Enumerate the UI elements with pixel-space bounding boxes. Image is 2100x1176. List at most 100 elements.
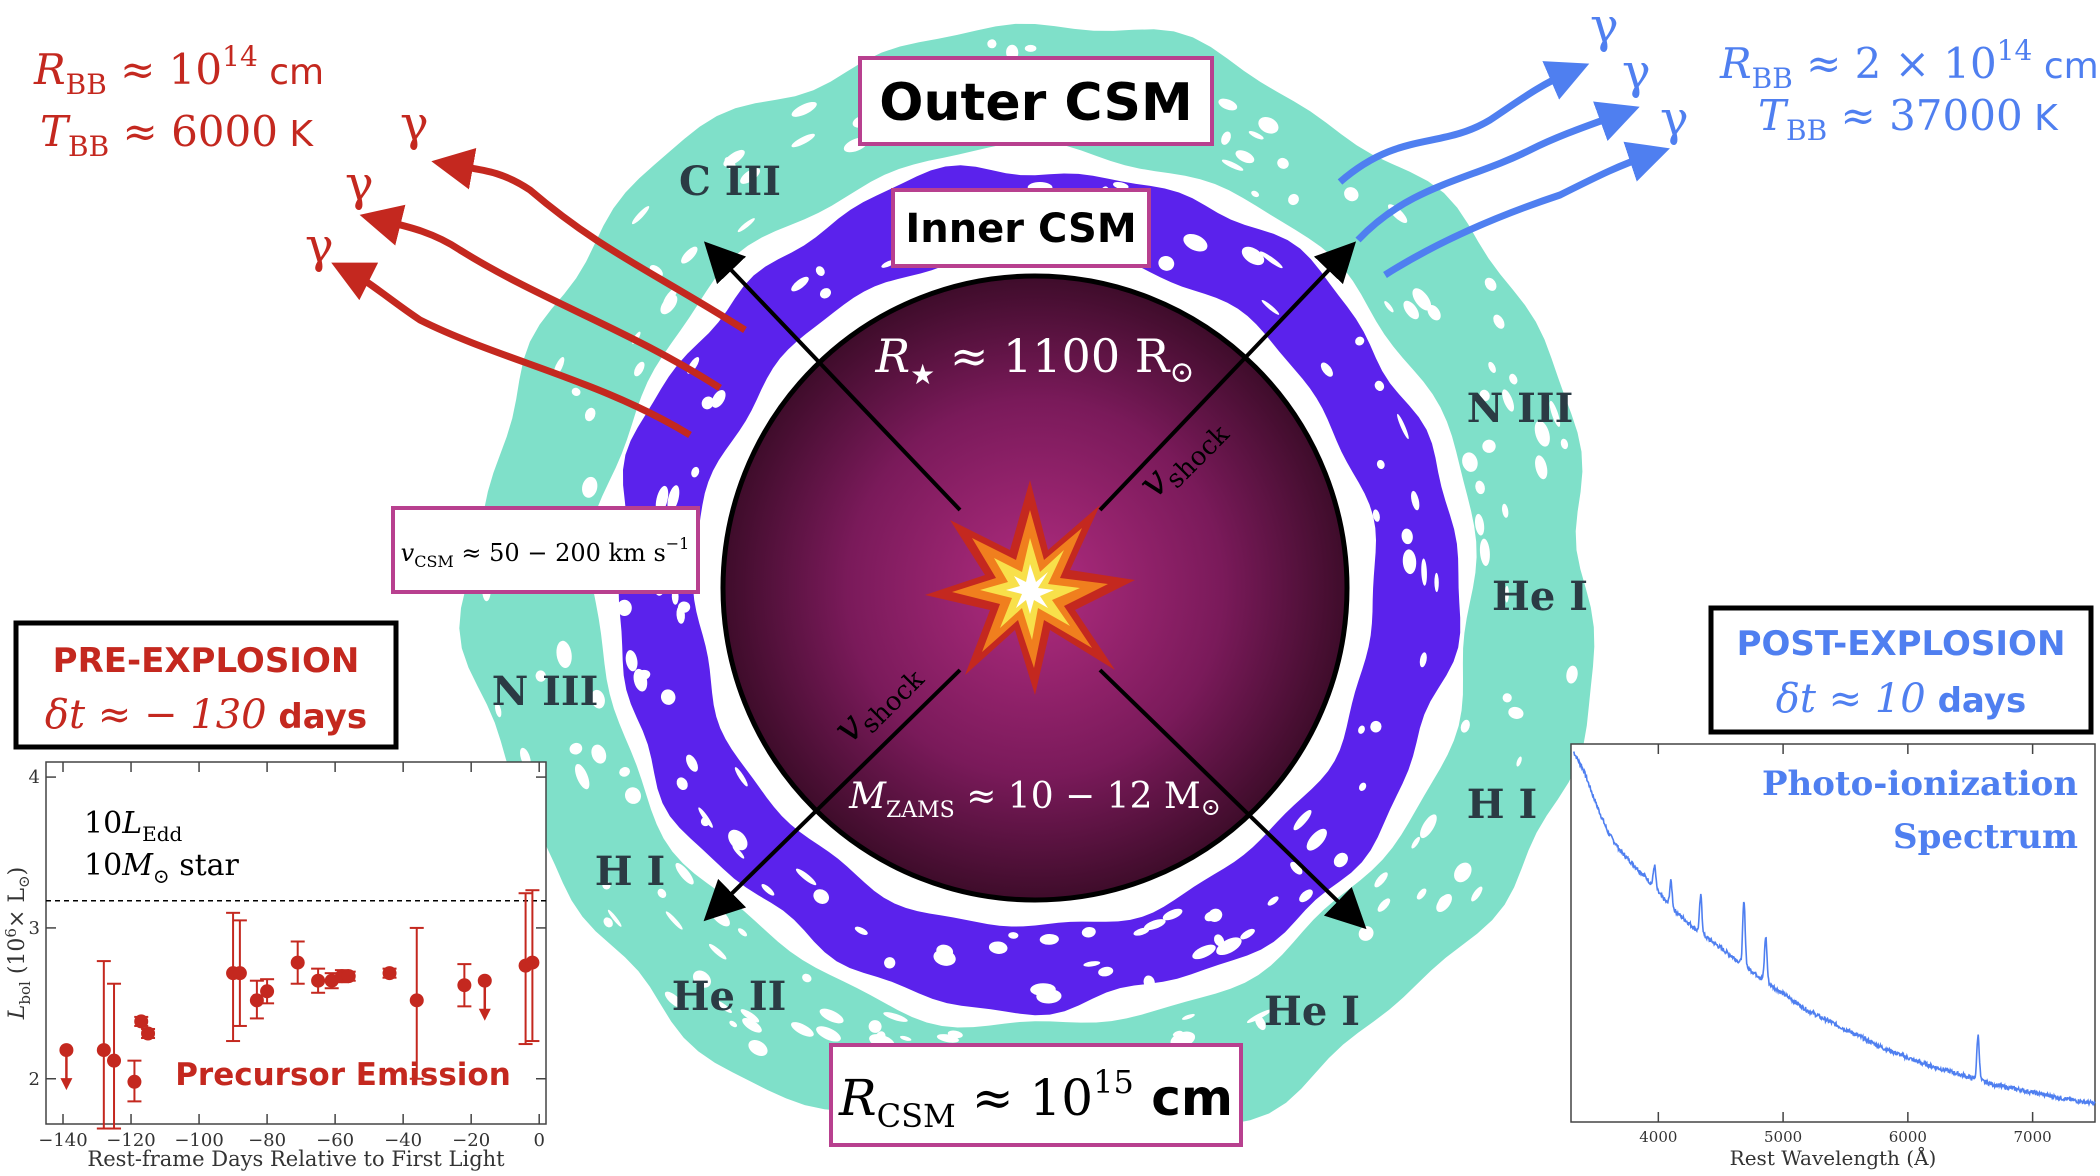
ion-label: H I: [595, 848, 665, 895]
csm-clump-gap: [1436, 893, 1452, 913]
csm-clump-gap: [1277, 157, 1289, 169]
csm-clump-gap: [603, 917, 613, 928]
csm-clump-gap: [1039, 933, 1059, 945]
csm-clump-gap: [1221, 131, 1231, 145]
csm-clump-gap: [1454, 862, 1472, 883]
ion-label: He I: [1492, 573, 1588, 620]
csm-clump-gap: [1412, 288, 1432, 311]
csm-clump-gap: [1397, 413, 1409, 440]
lc-y-tick-label: 2: [29, 1069, 40, 1090]
gamma-icon: γ: [1622, 44, 1651, 100]
svg-text:δt ≈ 10 days: δt ≈ 10 days: [1776, 676, 2026, 722]
lc-x-tick-label: −120: [106, 1130, 155, 1151]
lc-data-point: [382, 966, 397, 981]
svg-text:POST-EXPLOSION: POST-EXPLOSION: [1737, 624, 2066, 664]
csm-clump-gap: [1221, 159, 1244, 171]
post-explosion-photons: [1337, 61, 1670, 278]
csm-clump-gap: [633, 668, 648, 692]
ion-label: C III: [679, 158, 781, 205]
csm-clump-gap: [649, 265, 663, 277]
csm-clump-gap: [1008, 932, 1019, 939]
ion-labels: C III N III He I H I He I He II H I N II…: [492, 158, 1588, 1035]
csm-clump-gap: [740, 1009, 760, 1023]
csm-clump-gap: [1172, 1030, 1183, 1037]
csm-clump-gap: [591, 689, 605, 709]
csm-clump-gap: [1438, 895, 1447, 905]
csm-clump-gap: [728, 829, 748, 851]
pre-tbb-label: TBB ≈ 6000 K: [40, 107, 314, 163]
lc-data-point: [311, 967, 326, 994]
csm-clump-gap: [693, 970, 711, 988]
precursor-lightcurve-chart: −140 −120 −100 −80 −60 −40 −20 0 2 3 4 10LEdd 10M⊙…: [2, 761, 547, 1171]
csm-clump-gap: [535, 670, 547, 682]
csm-clump-gap: [584, 407, 596, 422]
csm-clump-gap: [791, 276, 809, 292]
eddington-label-line1: 10LEdd: [84, 806, 183, 846]
shock-arrow-upper-right: [1098, 241, 1357, 512]
lc-data-point: [341, 969, 356, 984]
lc-x-axis-label: Rest-frame Days Relative to First Light: [87, 1147, 505, 1171]
csm-clump-gap: [1143, 919, 1166, 931]
csm-clump-gap: [708, 943, 727, 960]
csm-clump-gap: [795, 868, 817, 886]
csm-clump-gap: [1358, 725, 1365, 734]
csm-clump-gap: [617, 599, 632, 616]
csm-clump-gap: [1384, 301, 1394, 313]
csm-clump-gap: [1516, 756, 1522, 767]
shock-arrow-lower-left: [703, 668, 962, 922]
lc-x-tick-label: −140: [38, 1130, 87, 1151]
csm-clump-gap: [1474, 513, 1485, 536]
csm-clump-gap: [591, 744, 607, 764]
lc-data-point: [260, 978, 275, 1005]
csm-clump-gap: [556, 640, 572, 669]
csm-clump-gap: [667, 485, 680, 512]
csm-clump-gap: [1504, 585, 1509, 603]
photon-arrow: [331, 262, 692, 438]
spec-x-tick-label: 7000: [2014, 1128, 2052, 1146]
lc-x-tick-label: 0: [533, 1130, 544, 1151]
csm-clump-gap: [664, 991, 683, 1008]
csm-clump-gap: [1158, 255, 1175, 271]
csm-clump-gap: [1475, 480, 1485, 495]
lc-data-point: [59, 1043, 74, 1091]
csm-clump-gap: [1502, 693, 1512, 703]
csm-clump-gap: [495, 702, 502, 718]
csm-clump-gap: [1508, 706, 1524, 719]
lc-data-point: [457, 963, 472, 1008]
csm-clump-gap: [1036, 989, 1062, 1004]
csm-clump-gap: [732, 845, 745, 859]
csm-radius-label-box: RCSM ≈ 1015 cm: [829, 1043, 1243, 1147]
lc-data-point: [477, 973, 492, 1021]
csm-clump-gap: [1098, 966, 1114, 977]
csm-clump-gap: [883, 1012, 908, 1022]
csm-clump-gap: [1248, 130, 1264, 140]
csm-clump-gap: [1259, 251, 1283, 269]
svg-text:PRE-EXPLOSION: PRE-EXPLOSION: [53, 641, 360, 681]
csm-clump-gap: [1358, 926, 1374, 941]
csm-clump-gap: [1402, 549, 1417, 575]
csm-clump-gap: [1535, 455, 1548, 480]
gamma-icon: γ: [1660, 91, 1689, 147]
lc-x-tick-label: −60: [316, 1130, 354, 1151]
spec-x-tick-label: 5000: [1764, 1128, 1802, 1146]
ion-label: H I: [1467, 781, 1537, 828]
gamma-icon: γ: [1590, 0, 1619, 54]
csm-clump-gap: [868, 1020, 882, 1033]
lc-y-tick-label: 4: [29, 767, 40, 788]
csm-clump-gap: [1290, 861, 1303, 875]
csm-clump-gap: [802, 973, 812, 983]
shock-arrow-upper-left: [703, 241, 962, 512]
csm-clump-gap: [724, 157, 736, 171]
lc-y-tick-label: 3: [29, 918, 40, 939]
photon-arrow: [1355, 101, 1640, 243]
csm-clump-gap: [791, 1022, 814, 1037]
csm-clump-gap: [676, 605, 685, 624]
csm-clump-gap: [582, 476, 598, 498]
csm-clump-gap: [1240, 928, 1255, 940]
photon-arrow: [1337, 61, 1590, 185]
csm-clump-gap: [748, 1040, 768, 1056]
csm-clump-gap: [624, 787, 642, 804]
svg-text:Inner CSM: Inner CSM: [905, 206, 1136, 252]
csm-clump-gap: [1434, 572, 1439, 593]
photon-arrow: [431, 148, 747, 333]
